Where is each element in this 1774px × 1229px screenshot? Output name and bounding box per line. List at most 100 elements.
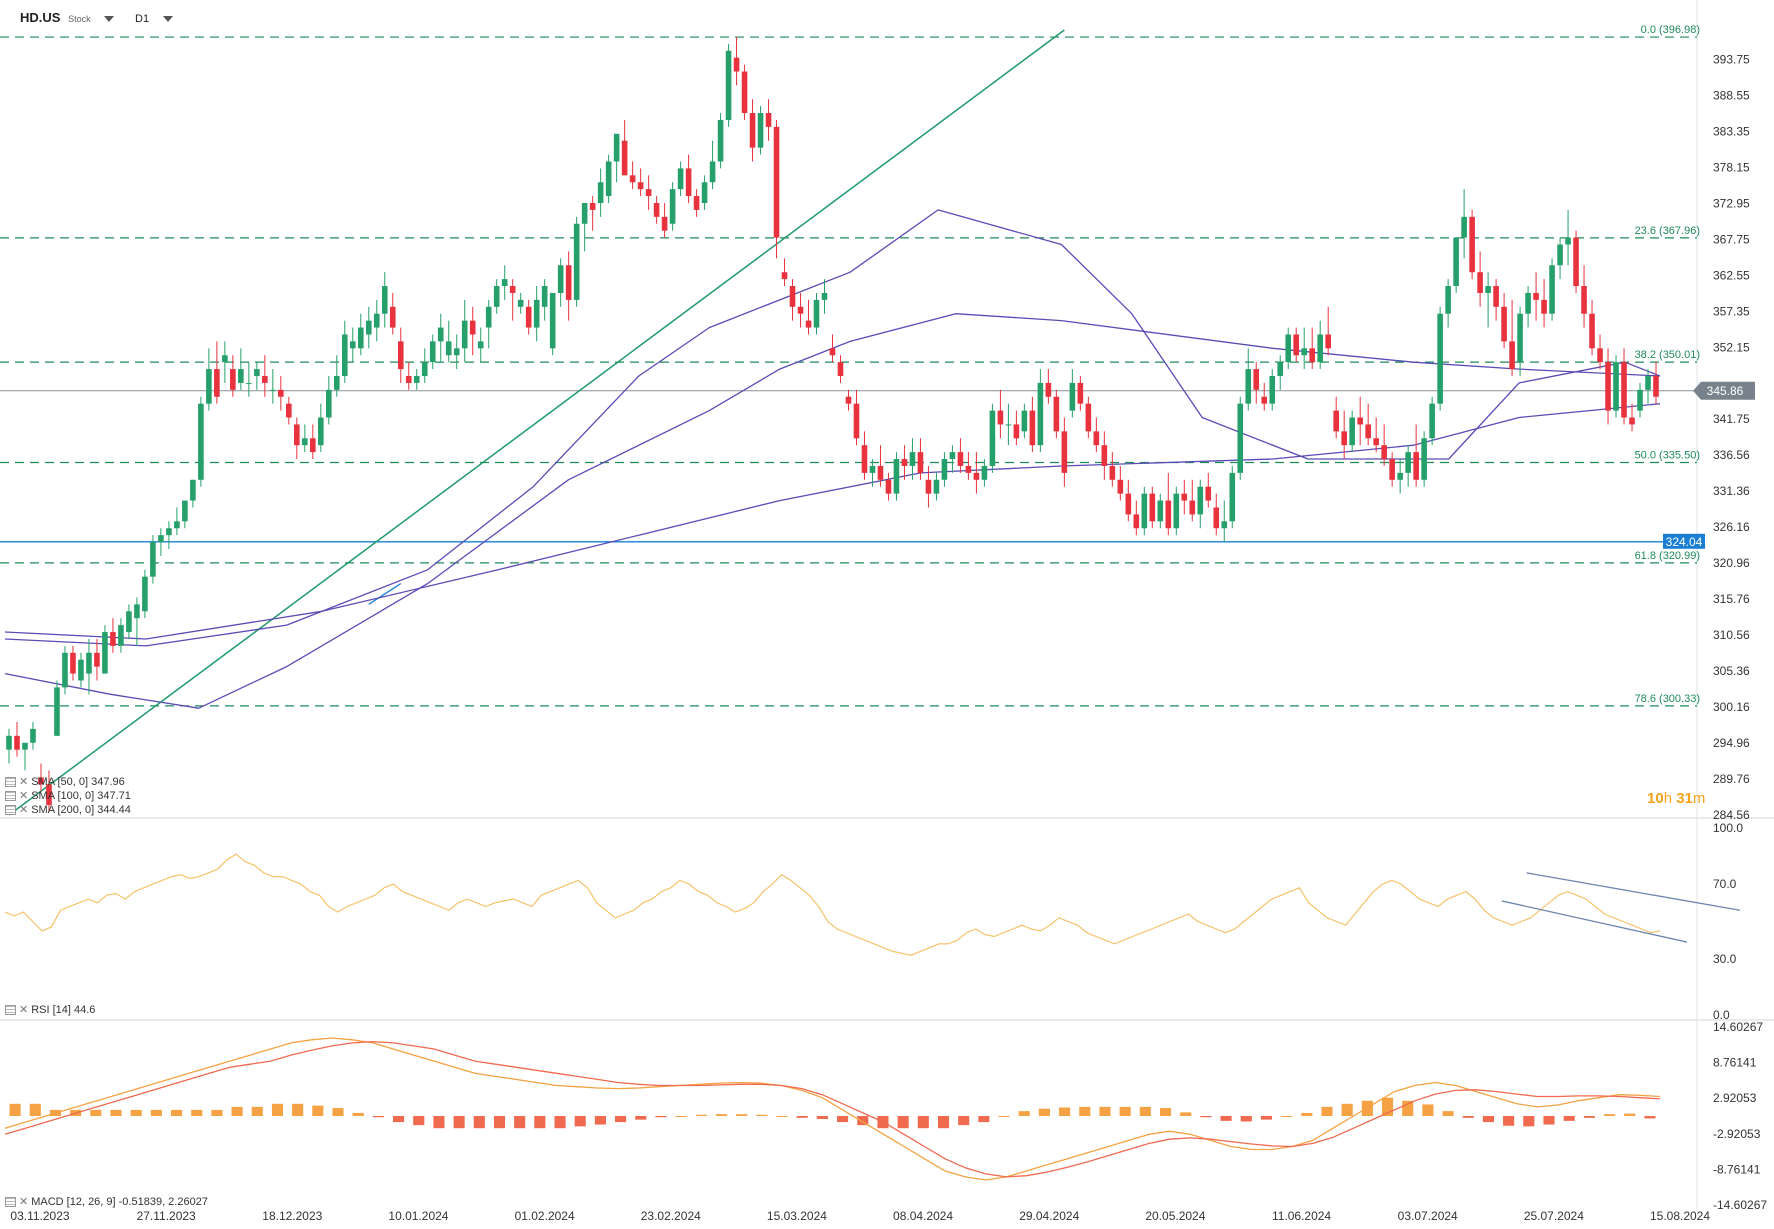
candle-body — [949, 452, 956, 460]
macd-histogram-bar — [1159, 1108, 1172, 1116]
remove-indicator-icon[interactable]: ✕ — [19, 804, 29, 816]
candle-body — [22, 742, 28, 750]
candle-body — [1005, 424, 1012, 426]
macd-histogram-bar — [1503, 1116, 1515, 1126]
macd-histogram-bar — [554, 1116, 566, 1129]
macd-histogram-bar — [1220, 1116, 1232, 1121]
candle-body — [1117, 479, 1124, 494]
indicator-settings-icon[interactable] — [5, 1005, 16, 1016]
indicator-settings-icon[interactable] — [5, 805, 16, 816]
candle-body — [1653, 375, 1659, 397]
macd-legend[interactable]: ✕ MACD [12, 26, 9] -0.51839, 2.26027 — [5, 1195, 208, 1208]
indicator-settings-icon[interactable] — [5, 1197, 16, 1208]
candle-body — [1501, 306, 1507, 342]
x-axis-date-label: 29.04.2024 — [1019, 1209, 1079, 1223]
candle-body — [973, 472, 980, 480]
sma200-legend[interactable]: ✕ SMA [200, 0] 344.44 — [5, 803, 131, 816]
rsi-channel-upper — [1526, 872, 1741, 911]
macd-histogram-bar — [1583, 1116, 1595, 1118]
candle-body — [885, 479, 892, 494]
candle-body — [102, 632, 108, 674]
candle-body — [110, 632, 116, 646]
macd-histogram-bar — [413, 1116, 425, 1126]
candle-body — [190, 479, 196, 501]
interval-dropdown-icon[interactable] — [162, 15, 173, 22]
candle-body — [286, 403, 292, 418]
candle-body — [1029, 410, 1036, 446]
candle-body — [1541, 299, 1547, 314]
price-axis-tick: 310.56 — [1713, 628, 1750, 642]
candle-body — [1405, 452, 1411, 473]
current-price-label-bg — [1693, 381, 1755, 400]
fibonacci-level-label: 78.6 (300.33) — [1635, 693, 1700, 705]
macd-histogram-bar — [332, 1108, 344, 1116]
macd-histogram-bar — [736, 1114, 748, 1116]
x-axis-date-label: 11.06.2024 — [1272, 1209, 1331, 1223]
candle-body — [629, 175, 636, 183]
indicator-settings-icon[interactable] — [5, 791, 16, 802]
candle-body — [653, 202, 660, 217]
candle-body — [62, 652, 68, 688]
candle-body — [1493, 286, 1499, 307]
indicator-settings-icon[interactable] — [5, 777, 16, 788]
drawn-arrow-line — [368, 583, 402, 605]
candle-body — [693, 196, 700, 210]
macd-axis-tick: 14.60267 — [1713, 1020, 1763, 1034]
candle-body — [1621, 362, 1627, 418]
candle-body — [1317, 334, 1324, 363]
sma100-line — [4, 313, 1661, 709]
candle-body — [30, 728, 36, 743]
candle-body — [1333, 410, 1339, 432]
candle-body — [397, 341, 404, 370]
candle-body — [597, 182, 604, 203]
candle-body — [1413, 452, 1419, 480]
remove-indicator-icon[interactable]: ✕ — [19, 1004, 29, 1016]
candle-body — [525, 306, 532, 328]
rsi-legend[interactable]: ✕ RSI [14] 44.6 — [5, 1003, 95, 1016]
candle-body — [1013, 424, 1020, 439]
macd-histogram-bar — [1402, 1100, 1414, 1116]
sma50-legend[interactable]: ✕ SMA [50, 0] 347.96 — [5, 775, 125, 788]
candle-body — [166, 528, 172, 536]
macd-histogram-bar — [1018, 1111, 1030, 1116]
candle-body — [821, 292, 828, 300]
candle-body — [1181, 493, 1188, 501]
candle-body — [1477, 272, 1483, 293]
x-axis-date-label: 25.07.2024 — [1524, 1209, 1584, 1223]
candle-body — [661, 216, 668, 231]
macd-histogram-bar — [110, 1109, 122, 1116]
macd-histogram-bar — [1462, 1116, 1474, 1118]
macd-histogram-bar — [1543, 1116, 1555, 1125]
candle-body — [134, 604, 140, 619]
candle-body — [469, 320, 476, 335]
countdown-minutes: 31 — [1676, 790, 1693, 807]
interval-selector[interactable]: D1 — [135, 10, 173, 25]
candle-body — [733, 57, 740, 72]
countdown-minutes-unit: m — [1692, 790, 1706, 807]
candle-body — [118, 625, 124, 646]
candle-body — [1189, 500, 1196, 515]
candle-body — [533, 299, 540, 328]
remove-indicator-icon[interactable]: ✕ — [19, 790, 29, 802]
symbol-dropdown-icon[interactable] — [104, 15, 115, 22]
candle-body — [869, 465, 876, 473]
candle-body — [581, 202, 588, 224]
x-axis-date-label: 10.01.2024 — [388, 1209, 448, 1223]
price-axis-tick: 378.15 — [1713, 160, 1750, 174]
remove-indicator-icon[interactable]: ✕ — [19, 1196, 29, 1208]
candle-body — [262, 375, 268, 383]
candle-body — [813, 299, 820, 328]
price-axis-tick: 336.56 — [1713, 448, 1750, 462]
macd-histogram-bar — [1139, 1106, 1151, 1116]
sma100-legend[interactable]: ✕ SMA [100, 0] 347.71 — [5, 789, 131, 802]
candle-body — [725, 50, 732, 120]
price-axis-tick: 357.35 — [1713, 304, 1750, 318]
remove-indicator-icon[interactable]: ✕ — [19, 776, 29, 788]
candle-body — [685, 168, 692, 197]
candle-body — [845, 396, 852, 404]
candle-body — [254, 369, 260, 376]
macd-histogram-bar — [171, 1109, 183, 1116]
x-axis-date-label: 08.04.2024 — [893, 1209, 953, 1223]
